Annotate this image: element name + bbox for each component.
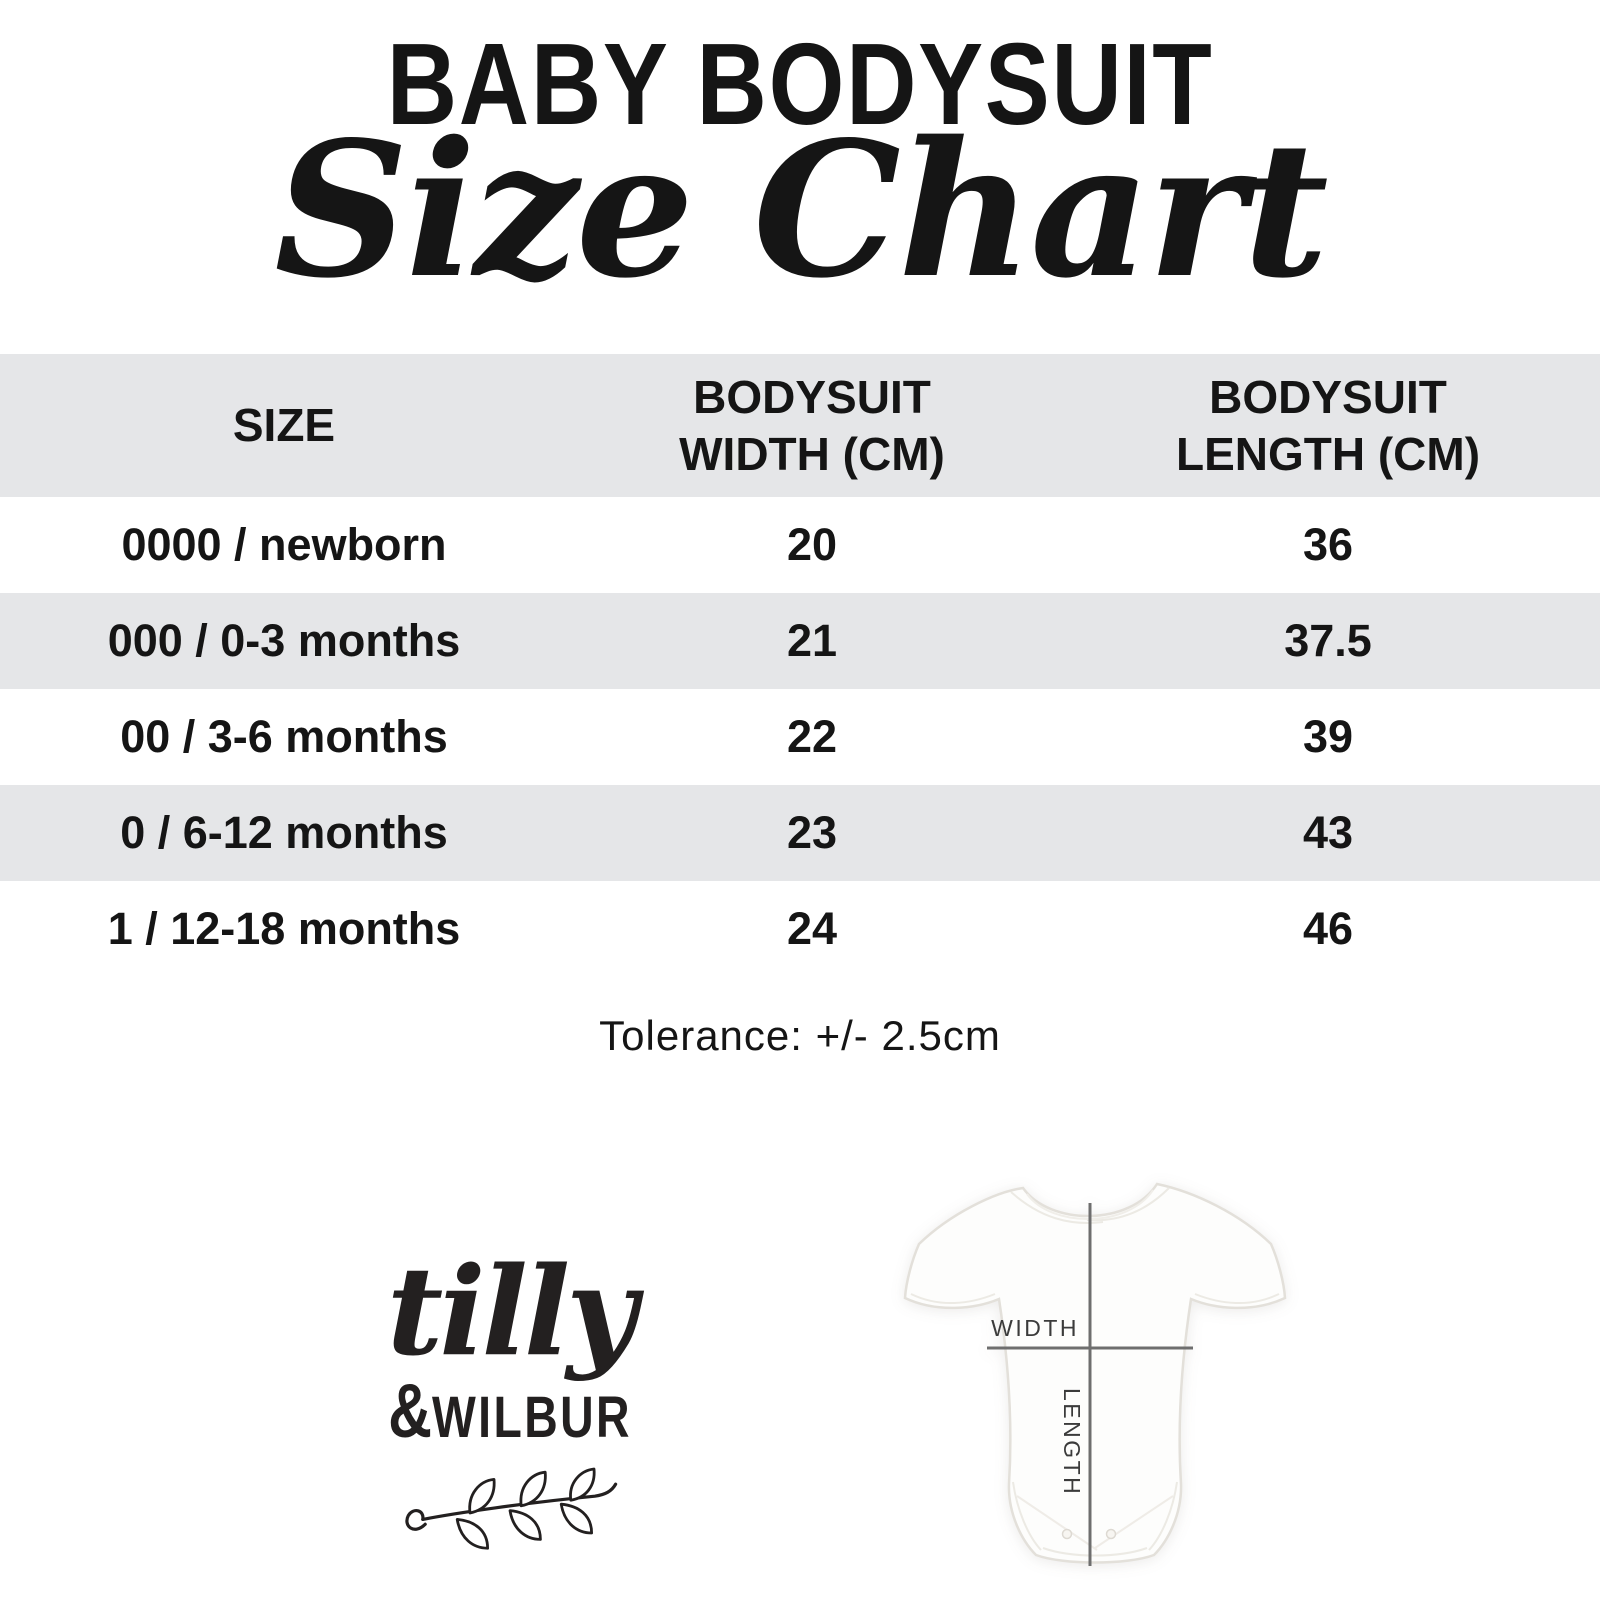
width-cell: 20 (786, 519, 838, 570)
table-row: 00 / 3-6 months 22 39 (0, 689, 1600, 785)
brand-logo: tilly & WILBUR (352, 1250, 668, 1553)
length-cell: 46 (1302, 903, 1354, 954)
size-cell: 0000 / newborn (121, 519, 447, 570)
ampersand: & (388, 1369, 432, 1454)
column-header-width-line2: WIDTH (CM) (679, 427, 945, 480)
size-table: SIZE BODYSUIT WIDTH (CM) BODYSUIT LENGTH… (0, 354, 1600, 977)
snap-button (1061, 1528, 1073, 1540)
column-header-size: SIZE (232, 399, 336, 452)
length-cell: 39 (1302, 711, 1354, 762)
brand-name-wilbur: WILBUR (431, 1385, 632, 1450)
brand-name-script: tilly (386, 1239, 637, 1383)
page-title-text: BABY BODYSUIT (386, 19, 1214, 149)
snap-button (1105, 1528, 1117, 1540)
column-header-length-line1: BODYSUIT (1209, 371, 1447, 424)
size-cell: 1 / 12-18 months (107, 903, 461, 954)
table-header-row: SIZE BODYSUIT WIDTH (CM) BODYSUIT LENGTH… (0, 354, 1600, 497)
bodysuit-garment (903, 1182, 1287, 1564)
brand-name-caps: & WILBUR (384, 1368, 637, 1455)
table-row: 0 / 6-12 months 23 43 (0, 785, 1600, 881)
size-cell: 000 / 0-3 months (107, 615, 461, 666)
table-row: 000 / 0-3 months 21 37.5 (0, 593, 1600, 689)
size-cell: 00 / 3-6 months (120, 711, 448, 762)
laurel-branch-icon (405, 1467, 618, 1550)
table-row: 1 / 12-18 months 24 46 (0, 881, 1600, 977)
tolerance-note: Tolerance: +/- 2.5cm (599, 1012, 1001, 1059)
column-header-width-line1: BODYSUIT (693, 371, 931, 424)
bodysuit-measurement-diagram: WIDTH LENGTH (903, 1182, 1287, 1566)
table-row: 0000 / newborn 20 36 (0, 497, 1600, 593)
width-cell: 22 (786, 711, 838, 762)
width-cell: 24 (786, 903, 838, 954)
page-subtitle: Size Chart (274, 100, 1328, 319)
width-cell: 21 (786, 615, 838, 666)
width-cell: 23 (786, 807, 838, 858)
length-cell: 36 (1302, 519, 1354, 570)
measurement-lines: WIDTH LENGTH (987, 1203, 1193, 1566)
width-label: WIDTH (991, 1315, 1079, 1341)
column-header-length-line2: LENGTH (CM) (1175, 427, 1481, 480)
column-header-width: BODYSUIT WIDTH (CM) (568, 369, 1056, 481)
page-title: BABY BODYSUIT (0, 26, 1600, 142)
length-label: LENGTH (1059, 1388, 1085, 1496)
size-cell: 0 / 6-12 months (120, 807, 448, 858)
column-header-length: BODYSUIT LENGTH (CM) (1056, 369, 1600, 481)
length-cell: 37.5 (1284, 615, 1372, 666)
length-cell: 43 (1302, 807, 1354, 858)
